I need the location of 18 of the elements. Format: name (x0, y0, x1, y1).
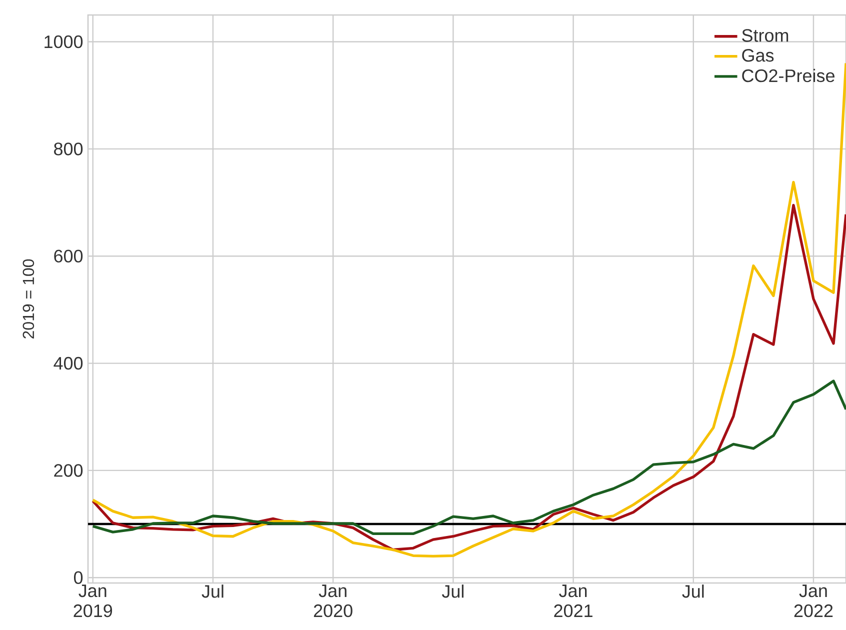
x-tick-label: Jan 2020 (314, 584, 352, 618)
x-tick-label: Jan 2022 (794, 584, 833, 618)
y-tick-label: 600 (54, 250, 83, 262)
x-tick-label: Jan 2021 (554, 584, 592, 618)
y-tick-label: 800 (54, 142, 83, 156)
line-series (92, 204, 846, 552)
y-tick-label: 0 (74, 571, 83, 584)
y-tick-label: 200 (54, 464, 83, 477)
legend-label: CO2-Preise (742, 68, 834, 82)
x-tick-label: Jul (202, 584, 224, 598)
y-axis-title: 2019 = 100 (22, 259, 34, 338)
x-tick-label: Jan 2019 (74, 584, 112, 618)
y-tick-label: 1000 (44, 35, 83, 48)
legend-label: Gas (742, 49, 774, 62)
y-tick-label: 400 (54, 356, 83, 370)
x-tick-label: Jul (442, 584, 464, 598)
x-tick-label: Jul (682, 584, 704, 598)
legend-label: Strom (742, 29, 788, 42)
